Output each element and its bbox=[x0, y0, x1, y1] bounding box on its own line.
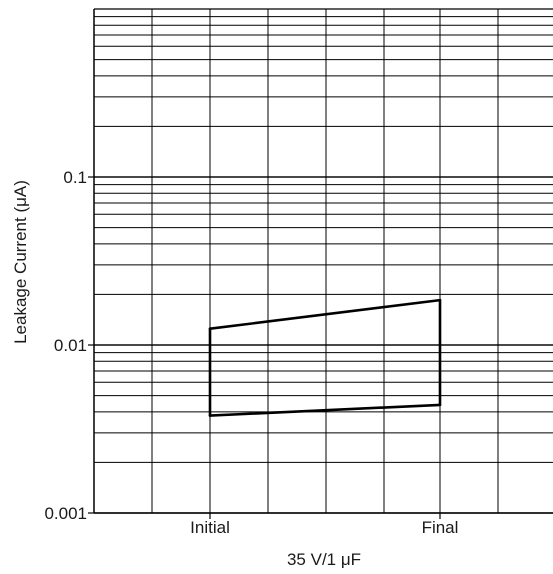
x-tick-label-final: Final bbox=[422, 518, 459, 537]
x-tick-label-initial: Initial bbox=[190, 518, 230, 537]
x-axis-label: 35 V/1 μF bbox=[287, 550, 361, 569]
y-tick-label-0-001: 0.001 bbox=[44, 504, 87, 523]
series-lower-line bbox=[208, 403, 442, 417]
grid bbox=[88, 8, 553, 519]
label-layer: Initial Final 0.1 0.01 0.001 35 V/1 μF L… bbox=[11, 168, 458, 569]
y-axis-label: Leakage Current (μA) bbox=[11, 180, 30, 344]
data-layer bbox=[208, 298, 442, 417]
series-upper-line bbox=[208, 298, 442, 331]
y-tick-label-0-1: 0.1 bbox=[63, 168, 87, 187]
y-tick-label-0-01: 0.01 bbox=[54, 336, 87, 355]
